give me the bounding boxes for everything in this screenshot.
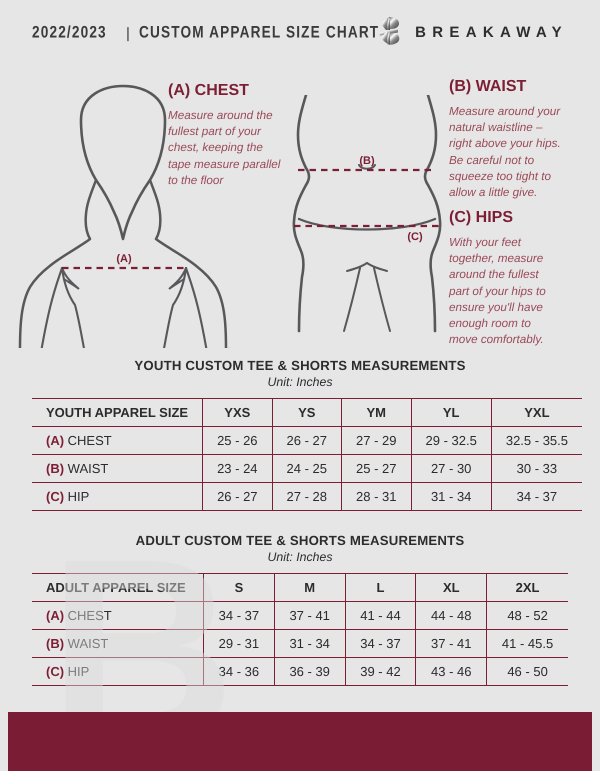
svg-text:(C): (C): [407, 231, 423, 243]
svg-text:(B): (B): [359, 155, 375, 167]
svg-text:(A): (A): [116, 253, 132, 265]
